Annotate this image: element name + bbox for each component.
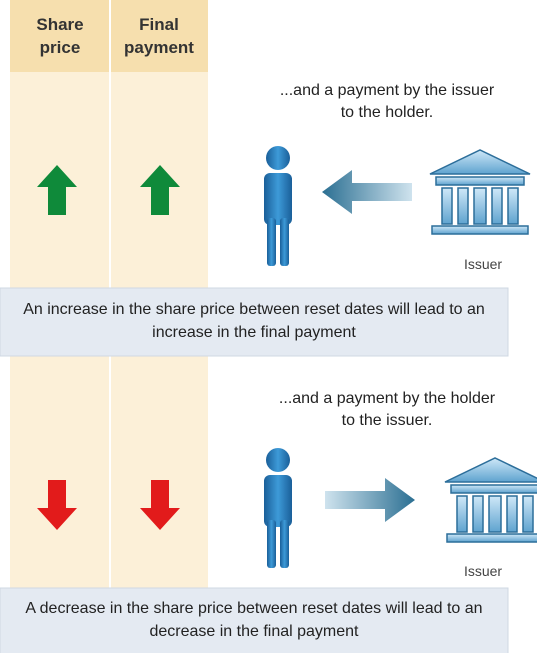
holder-icon	[264, 146, 292, 266]
issuer-icon	[445, 458, 537, 542]
column-header: Final payment	[112, 13, 206, 59]
issuer-icon	[430, 150, 530, 234]
summary: An increase in the share price between r…	[19, 298, 489, 344]
entity-label: Issuer	[440, 256, 526, 272]
diagram: Share price Final payment ...and a payme…	[0, 0, 537, 653]
caption: ...and a payment by the issuer to the ho…	[272, 80, 502, 124]
summary: A decrease in the share price between re…	[19, 597, 489, 643]
column-header: Share price	[30, 13, 90, 59]
payment-arrow-right	[325, 478, 415, 522]
entity-label: Issuer	[440, 563, 526, 579]
holder-icon	[264, 448, 292, 568]
caption: ...and a payment by the holder to the is…	[272, 388, 502, 432]
payment-arrow-left	[322, 170, 412, 214]
